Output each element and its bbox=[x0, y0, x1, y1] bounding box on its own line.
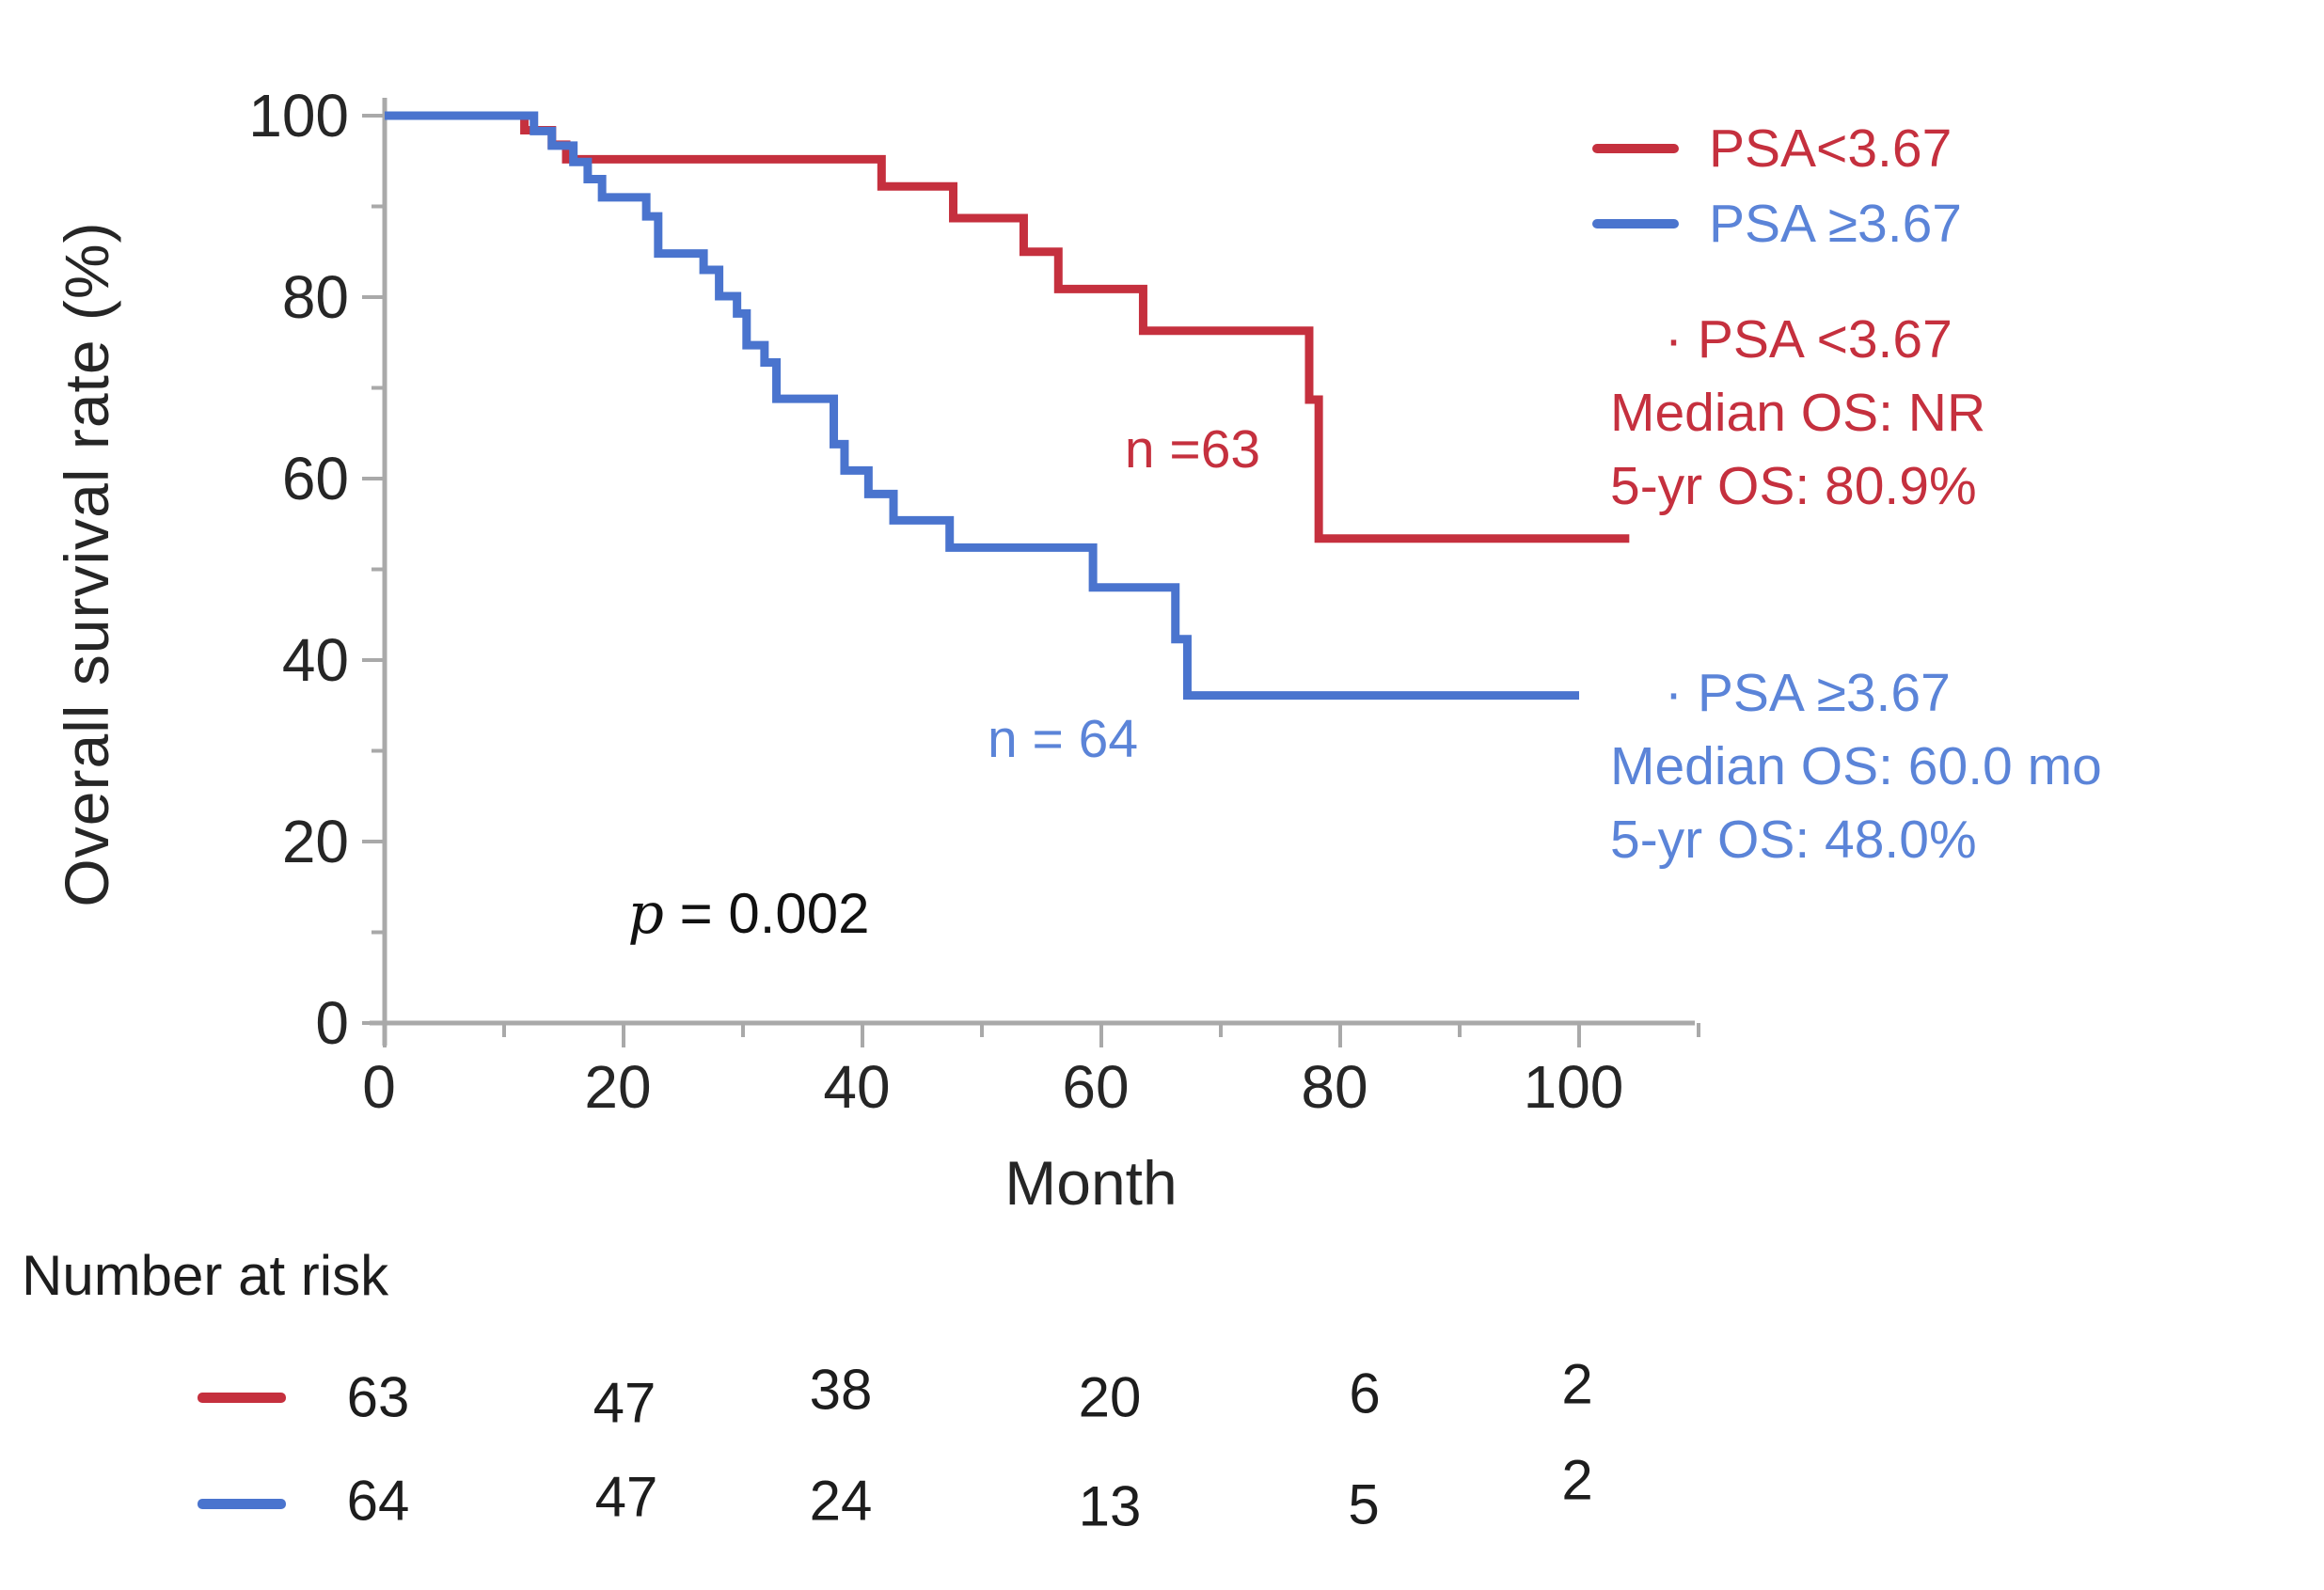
p-value-text: = 0.002 bbox=[663, 882, 870, 945]
stats-red-5yr: 5-yr OS: 80.9% bbox=[1610, 456, 1977, 516]
y-tick-label: 40 bbox=[282, 626, 349, 694]
stats-block-psa-lt: · PSA <3.67 Median OS: NR 5-yr OS: 80.9% bbox=[1610, 303, 1985, 523]
risk-row-red-swatch bbox=[198, 1393, 286, 1403]
legend-item-psa-lt: PSA<3.67 bbox=[1592, 118, 1952, 179]
survival-curve-red bbox=[385, 111, 1630, 543]
legend-label-psa-lt: PSA<3.67 bbox=[1709, 118, 1952, 179]
p-symbol: p bbox=[627, 881, 664, 947]
annotation-n-blue: n = 64 bbox=[987, 709, 1139, 769]
risk-red-m100: 2 bbox=[1561, 1352, 1593, 1416]
risk-blue-m0: 64 bbox=[346, 1469, 410, 1533]
legend-label-psa-ge: PSA ≥3.67 bbox=[1709, 194, 1962, 254]
stats-red-median: Median OS: NR bbox=[1610, 383, 1986, 443]
risk-red-m20: 47 bbox=[593, 1371, 656, 1435]
x-tick-label: 100 bbox=[1524, 1053, 1624, 1121]
risk-blue-m20: 47 bbox=[594, 1465, 658, 1529]
risk-table-title: Number at risk bbox=[22, 1244, 389, 1307]
y-tick-label: 0 bbox=[315, 989, 349, 1057]
stats-block-psa-ge: · PSA ≥3.67 Median OS: 60.0 mo 5-yr OS: … bbox=[1610, 656, 2102, 876]
risk-blue-m40: 24 bbox=[809, 1469, 873, 1533]
y-tick-label: 100 bbox=[248, 82, 349, 150]
risk-blue-m100: 2 bbox=[1561, 1448, 1593, 1512]
y-tick-label: 80 bbox=[282, 263, 349, 331]
x-tick-label: 0 bbox=[362, 1053, 396, 1121]
risk-row-blue-swatch bbox=[198, 1499, 286, 1509]
risk-red-m80: 6 bbox=[1349, 1362, 1381, 1425]
stats-blue-title: · PSA ≥3.67 bbox=[1665, 663, 1951, 723]
x-tick-label: 20 bbox=[584, 1053, 651, 1121]
red-line-swatch bbox=[1592, 144, 1679, 153]
risk-blue-m60: 13 bbox=[1078, 1474, 1142, 1538]
risk-red-m0: 63 bbox=[346, 1365, 410, 1429]
stats-red-title: · PSA <3.67 bbox=[1665, 309, 1952, 370]
x-axis-title: Month bbox=[1004, 1148, 1178, 1218]
y-tick-label: 60 bbox=[282, 445, 349, 512]
blue-line-swatch bbox=[1592, 219, 1679, 228]
x-tick-label: 40 bbox=[823, 1053, 890, 1121]
risk-red-m40: 38 bbox=[809, 1358, 873, 1422]
annotation-p-value: p = 0.002 bbox=[628, 881, 870, 947]
y-tick-label: 20 bbox=[282, 808, 349, 875]
y-axis-title: Overall survival rate (%) bbox=[52, 221, 121, 907]
legend-item-psa-ge: PSA ≥3.67 bbox=[1592, 194, 1962, 254]
risk-blue-m80: 5 bbox=[1348, 1472, 1380, 1536]
survival-curve-blue bbox=[385, 111, 1579, 701]
stats-blue-median: Median OS: 60.0 mo bbox=[1610, 736, 2102, 796]
x-tick-label: 80 bbox=[1301, 1053, 1368, 1121]
annotation-n-red: n =63 bbox=[1124, 419, 1261, 480]
stats-blue-5yr: 5-yr OS: 48.0% bbox=[1610, 810, 1977, 870]
risk-red-m60: 20 bbox=[1078, 1365, 1142, 1429]
x-tick-label: 60 bbox=[1062, 1053, 1129, 1121]
